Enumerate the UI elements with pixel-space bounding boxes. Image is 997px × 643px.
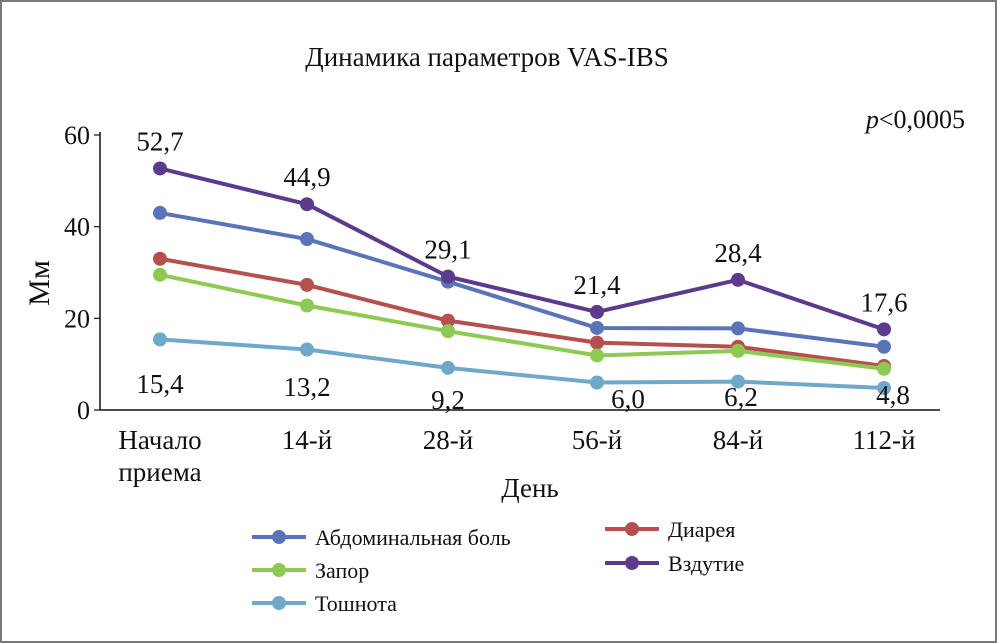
y-tick-label: 40 (64, 213, 90, 242)
y-tick-label: 0 (77, 396, 90, 425)
data-label: 13,2 (283, 372, 330, 402)
chart-title: Динамика параметров VAS-IBS (305, 42, 668, 72)
y-tick-label: 20 (64, 304, 90, 333)
data-point (153, 161, 167, 176)
legend-marker (272, 563, 286, 577)
y-tick-label: 60 (64, 121, 90, 150)
legend-label: Вздутие (668, 551, 744, 576)
data-point (731, 272, 745, 287)
data-point (877, 322, 891, 337)
data-label: 15,4 (136, 369, 184, 399)
x-tick-label: приема (118, 457, 201, 487)
data-label: 6,0 (611, 384, 645, 414)
data-point (590, 335, 604, 350)
data-point (300, 298, 314, 313)
x-tick-label: 112-й (853, 425, 916, 455)
data-point (731, 321, 745, 336)
x-tick-label: 28-й (423, 425, 473, 455)
legend-label: Запор (315, 558, 369, 583)
series-line (159, 256, 885, 368)
data-point (877, 381, 891, 395)
x-tick-label: 56-й (572, 425, 622, 455)
data-point (731, 374, 745, 389)
y-axis-label: Мм (23, 260, 56, 306)
data-point (300, 232, 314, 247)
data-point (441, 324, 455, 339)
data-point (153, 267, 167, 282)
x-tick-label: 84-й (713, 425, 763, 455)
legend-label: Диарея (668, 517, 735, 542)
legend-marker (625, 556, 639, 570)
data-point (300, 277, 314, 292)
data-label: 9,2 (431, 385, 465, 415)
data-point (590, 375, 604, 390)
data-labels: 52,7 44,9 29,1 21,4 28,4 17,6 15,4 13,2 9,2 6,0 6,… (136, 126, 910, 415)
data-point (153, 251, 167, 266)
x-tick-label: Начало (118, 425, 201, 455)
data-point (877, 361, 891, 376)
x-tick-label: 14-й (282, 425, 332, 455)
data-point (153, 205, 167, 220)
series-lines (153, 161, 891, 395)
data-label: 44,9 (283, 162, 330, 192)
legend: Абдоминальная боль Диарея Запор Вздутие Тошн… (252, 517, 744, 616)
data-point (441, 360, 455, 375)
data-point (877, 339, 891, 354)
legend-marker (625, 522, 639, 536)
y-ticks: 0 20 40 60 (64, 121, 100, 425)
legend-marker (272, 596, 286, 610)
data-point (441, 313, 455, 328)
series-line (159, 166, 885, 332)
series-line (159, 210, 885, 349)
data-point (731, 343, 745, 358)
data-label: 6,2 (724, 382, 758, 412)
data-point (153, 332, 167, 347)
data-point (441, 269, 455, 284)
data-label: 4,8 (876, 380, 910, 410)
p-value-annotation: p<0,0005 (864, 105, 965, 134)
data-label: 29,1 (424, 235, 471, 265)
legend-label: Абдоминальная боль (315, 525, 511, 550)
legend-label: Тошнота (315, 591, 397, 616)
series-line (159, 337, 885, 390)
data-label: 52,7 (136, 126, 183, 156)
data-label: 28,4 (714, 238, 762, 268)
data-point (590, 348, 604, 363)
data-point (590, 304, 604, 319)
data-point (590, 320, 604, 335)
data-label: 17,6 (860, 287, 907, 317)
legend-marker (272, 530, 286, 544)
series-line (159, 272, 885, 371)
data-label: 21,4 (573, 270, 621, 300)
x-axis-label: День (501, 473, 559, 503)
data-point (300, 342, 314, 357)
data-point (300, 197, 314, 212)
